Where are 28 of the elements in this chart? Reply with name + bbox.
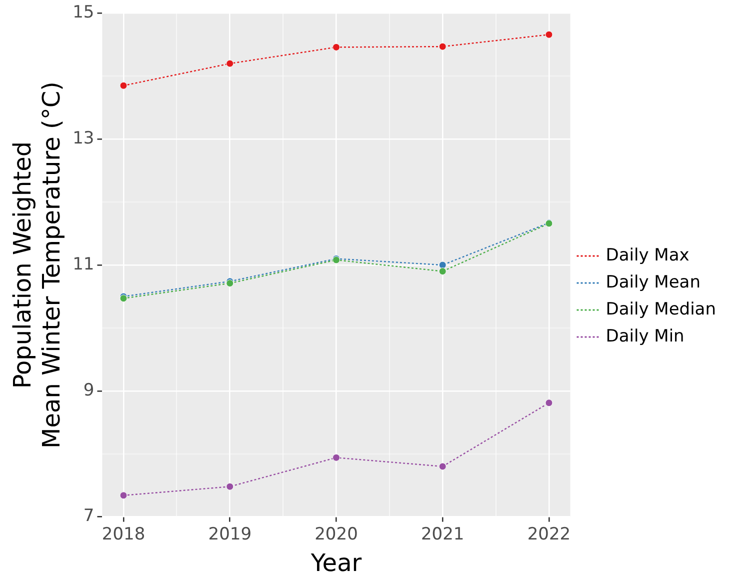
- point: [120, 492, 128, 500]
- legend-label: Daily Max: [606, 245, 690, 266]
- y-tick-label: 13: [72, 128, 94, 149]
- legend-label: Daily Min: [606, 326, 684, 346]
- point: [226, 482, 234, 490]
- x-axis-title: Year: [310, 548, 362, 577]
- y-tick-label: 11: [72, 254, 94, 274]
- point: [545, 399, 553, 407]
- x-tick-label: 2021: [420, 524, 464, 544]
- point: [438, 268, 446, 276]
- legend-label: Daily Mean: [606, 272, 700, 292]
- point: [226, 60, 234, 68]
- point: [438, 462, 446, 470]
- x-tick-label: 2019: [208, 524, 252, 544]
- y-tick-label: 7: [83, 506, 94, 526]
- y-axis-title: Population Weighted Mean Winter Temperature (°C): [8, 82, 66, 448]
- y-tick-label: 9: [83, 380, 94, 400]
- point: [332, 454, 340, 462]
- x-tick-label: 2020: [314, 524, 358, 544]
- x-tick-label: 2022: [527, 524, 571, 544]
- point: [120, 82, 128, 90]
- point: [438, 42, 446, 50]
- point: [332, 43, 340, 51]
- point: [545, 30, 553, 38]
- legend-label: Daily Median: [606, 299, 716, 320]
- point: [438, 261, 446, 269]
- y-tick-label: 15: [72, 2, 94, 23]
- x-tick-label: 2018: [102, 524, 146, 544]
